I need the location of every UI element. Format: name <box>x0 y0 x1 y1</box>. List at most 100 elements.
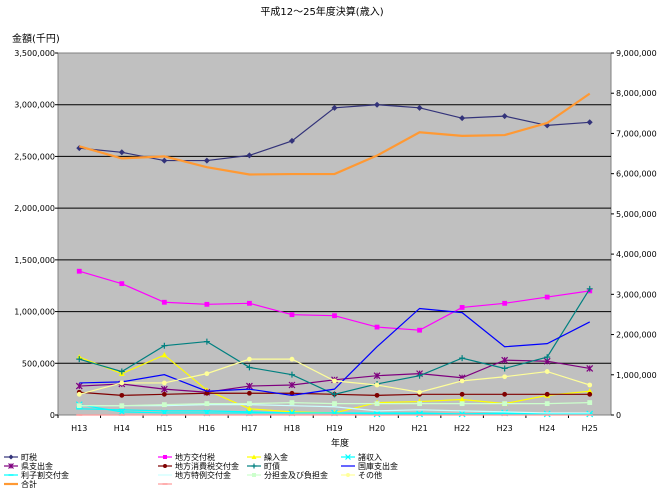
data-point <box>544 391 550 397</box>
y2-tick-label: 9,000,000 <box>616 49 657 58</box>
legend-item: 分担金及び負担金 <box>247 470 328 480</box>
y2-tick-label: 4,000,000 <box>616 250 657 259</box>
data-point <box>245 382 253 390</box>
series-国庫支出金 <box>79 307 591 396</box>
legend-marker <box>251 454 257 459</box>
data-point <box>502 401 508 407</box>
data-point <box>501 365 508 372</box>
x-tick-label: H23 <box>497 424 513 433</box>
data-point <box>118 149 125 156</box>
data-point <box>417 389 422 395</box>
data-point <box>246 152 253 159</box>
data-point <box>161 299 167 305</box>
legend-item: 利子割交付金 <box>4 470 69 480</box>
legend-item: 町税 <box>4 452 37 462</box>
y2-tick-label: 3,000,000 <box>616 290 657 299</box>
data-point <box>76 356 83 363</box>
x-tick-label: H18 <box>284 424 300 433</box>
legend-label: 分担金及び負担金 <box>264 470 328 480</box>
data-point <box>247 356 252 362</box>
data-point <box>204 371 210 377</box>
legend-label: 町税 <box>21 452 37 462</box>
legend-item: 繰入金 <box>247 452 288 462</box>
data-point <box>161 391 167 397</box>
legend-label: その他 <box>358 470 382 480</box>
series-その他 <box>76 356 593 397</box>
series-line <box>79 307 591 396</box>
legend-label: 地方交付税 <box>175 452 215 462</box>
series-分担金及び負担金 <box>76 400 593 409</box>
legend-item: 合計 <box>4 479 37 489</box>
y2-tick-label: 1,000,000 <box>616 371 657 380</box>
legend-label: 国庫支出金 <box>358 461 398 471</box>
data-point <box>247 401 252 407</box>
data-point <box>544 354 551 361</box>
legend-label: 繰入金 <box>264 452 288 462</box>
data-point <box>119 380 125 386</box>
data-point <box>502 300 508 306</box>
data-point <box>544 294 550 300</box>
legend-label: 合計 <box>21 479 37 489</box>
data-point <box>374 382 380 388</box>
y2-tick-label: 2,000,000 <box>616 331 657 340</box>
data-point <box>288 137 295 144</box>
data-point <box>204 401 210 407</box>
data-point <box>118 368 125 375</box>
data-point <box>289 356 295 362</box>
data-point <box>288 371 295 378</box>
x-tick-label: H15 <box>156 424 172 433</box>
legend-marker <box>252 473 256 477</box>
data-point <box>459 396 466 402</box>
data-point <box>586 285 593 292</box>
x-tick-label: H16 <box>199 424 215 433</box>
data-point <box>289 390 295 396</box>
data-point <box>459 401 465 407</box>
data-point <box>459 115 466 122</box>
data-point <box>160 385 168 393</box>
x-axis-label: 年度 <box>331 437 349 449</box>
y-axis-label: 金額(千円) <box>12 32 60 45</box>
y-tick-label: 3,000,000 <box>14 101 55 110</box>
legend-marker <box>346 473 350 477</box>
legend-item: 地方特例交付金 <box>158 470 231 480</box>
data-point <box>204 390 210 396</box>
data-point <box>502 391 508 397</box>
y2-tick-label: 6,000,000 <box>616 170 657 179</box>
data-point <box>586 365 594 372</box>
series-line <box>78 92 591 176</box>
series-町債 <box>76 285 593 398</box>
legend-item: その他 <box>341 470 382 480</box>
data-point <box>75 382 83 390</box>
legend-label: 町債 <box>264 461 280 471</box>
data-point <box>586 388 593 394</box>
data-point <box>502 374 508 380</box>
legend-label: 県支出金 <box>21 461 53 471</box>
data-point <box>459 305 465 310</box>
series-合計 <box>78 92 591 176</box>
data-point <box>161 342 168 349</box>
legend-marker <box>251 463 257 469</box>
x-tick-label: H22 <box>454 424 470 433</box>
data-point <box>586 119 593 126</box>
data-point <box>501 113 508 120</box>
legend-marker <box>8 463 14 469</box>
y-tick-label: 3,500,000 <box>14 49 55 58</box>
y2-tick-label: 0 <box>616 411 621 420</box>
data-point <box>247 300 252 306</box>
data-point <box>203 157 210 164</box>
legend-item: 国庫支出金 <box>341 461 398 471</box>
legend-marker <box>345 454 351 460</box>
data-point <box>416 104 423 111</box>
data-point <box>374 101 381 108</box>
data-point <box>161 380 167 386</box>
y2-tick-label: 5,000,000 <box>616 210 657 219</box>
data-point <box>246 364 253 371</box>
data-point <box>331 391 338 398</box>
legend-item: 地方交付税 <box>158 452 215 462</box>
data-point <box>288 381 296 389</box>
legend-label: 地方消費税交付金 <box>175 461 239 471</box>
data-point <box>76 268 82 274</box>
data-point <box>289 400 295 405</box>
data-point <box>501 356 509 364</box>
data-point <box>161 157 168 164</box>
